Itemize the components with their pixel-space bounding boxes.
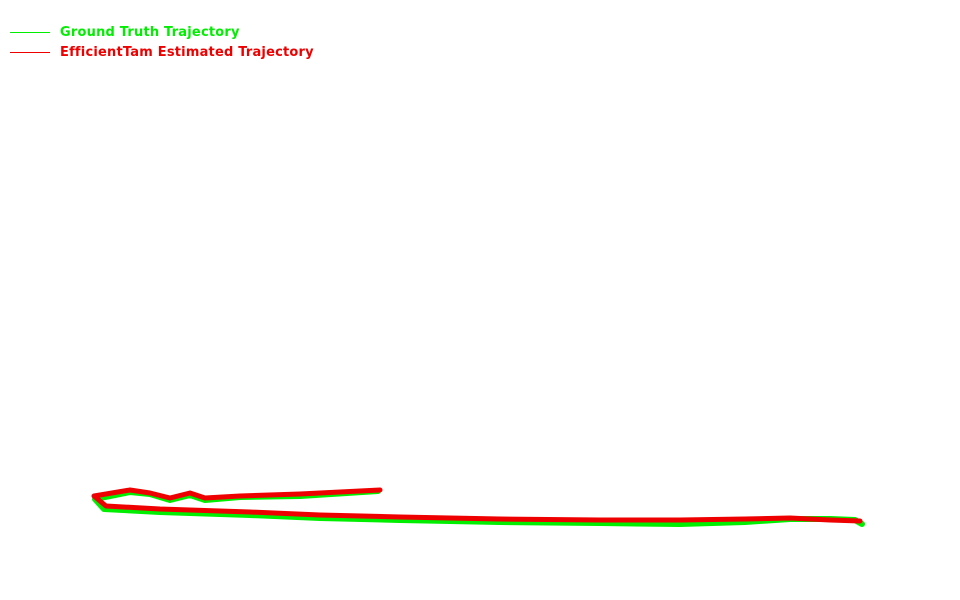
legend-item-ground-truth: Ground Truth Trajectory — [10, 22, 314, 42]
legend-swatch-ground-truth — [10, 31, 50, 33]
series-line-estimated — [91, 487, 863, 524]
legend-label-estimated: EfficientTam Estimated Trajectory — [60, 44, 314, 60]
legend-item-estimated: EfficientTam Estimated Trajectory — [10, 42, 314, 62]
legend-label-ground-truth: Ground Truth Trajectory — [60, 24, 240, 40]
legend: Ground Truth Trajectory EfficientTam Est… — [10, 22, 314, 62]
legend-swatch-estimated — [10, 51, 50, 53]
